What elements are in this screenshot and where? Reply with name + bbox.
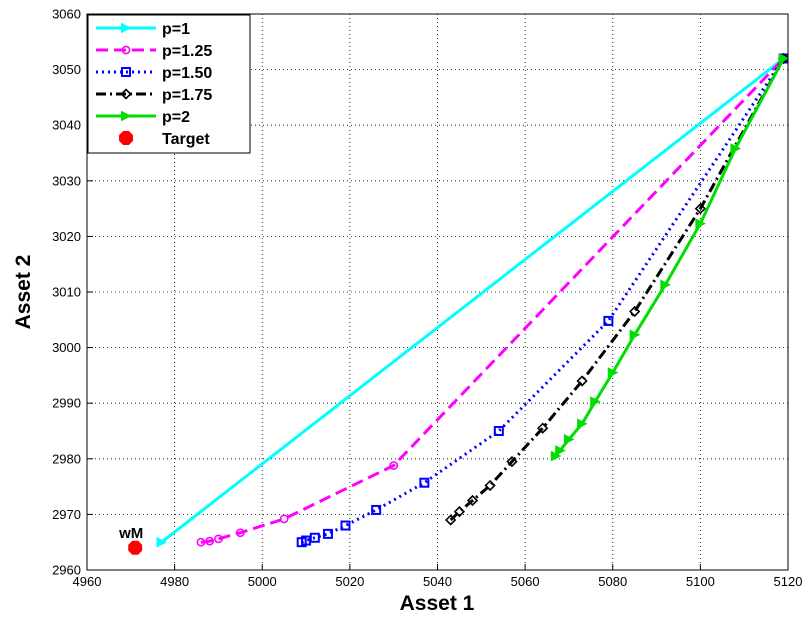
legend-marker [121,45,131,55]
legend-label: p=1.50 [162,65,212,82]
target-label: wM [118,525,143,542]
y-axis-ticks: 2960 2970 2980 2990 3000 3010 3020 3030 3040 3050… [52,7,93,578]
x-tick-label: 5120 [774,574,803,589]
data-point [629,305,641,318]
data-point [453,505,466,518]
x-tick-label: 5040 [423,574,452,589]
data-point [156,536,168,548]
x-axis-ticks: 4960 4980 5000 5020 5040 5060 5080 5100 5120 [73,564,803,589]
legend-marker [121,110,132,122]
data-point [778,53,788,64]
data-point [214,534,223,544]
data-point [660,279,671,291]
legend: p=1 p=1.25 p=1.50 p=1.75 p=2 Target [87,14,251,154]
series-p=2 [550,53,788,462]
x-tick-label: 4980 [160,574,189,589]
y-tick-label: 3030 [52,173,81,188]
target-layer: wM [118,525,143,555]
legend-label: p=1 [162,21,190,38]
data-point [484,479,496,492]
x-tick-label: 5060 [511,574,540,589]
legend-item: p=1 [96,21,190,38]
data-point [309,532,320,543]
legend-item: p=1.75 [96,87,212,104]
legend-marker [119,131,133,145]
data-point [629,329,641,341]
y-tick-label: 3020 [52,229,81,244]
y-tick-label: 3050 [52,62,81,77]
data-point [466,494,479,507]
legend-marker [121,67,131,77]
plot-frame [86,13,789,571]
data-point [340,520,351,531]
x-tick-label: 4960 [73,574,102,589]
x-tick-label: 5080 [598,574,627,589]
data-point [205,536,215,546]
legend-item: p=2 [96,109,190,126]
y-tick-label: 2960 [52,563,81,578]
data-point [607,367,619,378]
data-point [577,418,588,430]
y-tick-label: 3010 [52,285,81,300]
legend-marker [121,22,132,34]
data-point [445,514,457,526]
data-point [322,528,333,539]
series-line [449,57,785,522]
legend-box [87,14,251,154]
data-point [563,434,575,445]
data-point [730,143,742,154]
legend-item: p=1.25 [96,43,212,60]
series-layer [156,52,788,548]
x-tick-label: 5100 [686,574,715,589]
legend-marker [120,88,132,100]
data-point [196,537,206,547]
data-point [555,445,566,456]
y-tick-label: 2970 [52,507,81,522]
x-tick-label: 5020 [335,574,364,589]
data-point [695,218,706,229]
data-point [389,461,399,470]
y-tick-label: 2980 [52,451,81,466]
series-p=1.75 [445,52,788,526]
y-tick-label: 3060 [52,7,81,22]
series-line [200,57,785,544]
legend-item: Target [119,131,210,148]
data-point [576,375,588,387]
x-axis-label: Asset 1 [400,592,475,615]
data-point [694,202,707,215]
y-tick-label: 2990 [52,396,81,411]
y-axis-label: Asset 2 [12,255,35,330]
series-line [160,57,785,544]
data-point [590,396,601,407]
data-point [371,504,382,515]
y-tick-label: 3040 [52,118,81,133]
y-tick-label: 3000 [52,340,81,355]
legend-item: p=1.50 [96,65,212,82]
legend-label: p=2 [162,109,190,126]
data-point [279,514,289,524]
data-point [493,426,504,436]
data-point [537,422,549,434]
data-point [419,477,430,488]
legend-label: p=1.75 [162,87,212,104]
legend-label: Target [162,131,210,148]
target-point [128,540,143,555]
x-tick-label: 5000 [248,574,277,589]
legend-label: p=1.25 [162,43,212,60]
data-point [235,528,245,538]
data-point [506,455,518,468]
data-point [603,315,614,326]
